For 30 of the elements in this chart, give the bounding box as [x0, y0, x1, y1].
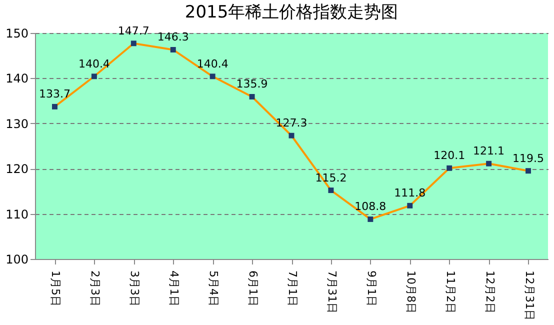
x-tick-label: 2月3日	[88, 270, 102, 306]
y-tick-label: 120	[6, 162, 28, 176]
data-label: 133.7	[38, 88, 70, 101]
data-label: 147.7	[118, 24, 150, 38]
y-tick-label: 140	[6, 72, 28, 86]
x-tick-label: 12月2日	[483, 270, 496, 314]
data-label: 146.3	[157, 30, 189, 44]
x-tick-label: 6月1日	[246, 270, 260, 306]
x-tick-label: 7月1日	[286, 270, 299, 306]
y-tick-label: 100	[6, 252, 28, 266]
y-tick-label: 150	[6, 26, 28, 40]
x-tick-label: 3月3日	[128, 270, 142, 306]
data-label: 120.1	[434, 149, 466, 162]
x-tick-label: 5月4日	[207, 270, 220, 306]
chart-title: 2015年稀土价格指数走势图	[184, 2, 398, 22]
data-label: 135.9	[236, 78, 268, 91]
x-tick-label: 9月1日	[364, 270, 378, 306]
x-tick-label: 1月5日	[49, 270, 62, 306]
data-label: 119.5	[512, 152, 544, 165]
data-label: 121.1	[473, 144, 505, 158]
x-tick-label: 4月1日	[168, 270, 181, 306]
x-tick-label: 11月2日	[444, 270, 457, 314]
data-label: 140.4	[78, 57, 110, 70]
x-tick-label: 12月31日	[522, 270, 536, 320]
data-label: 140.4	[196, 57, 228, 70]
x-tick-label: 10月8日	[404, 270, 418, 314]
y-tick-label: 110	[6, 207, 28, 222]
y-tick-label: 130	[6, 116, 28, 131]
data-label: 108.8	[354, 200, 386, 214]
x-tick-label: 7月31日	[325, 270, 338, 314]
